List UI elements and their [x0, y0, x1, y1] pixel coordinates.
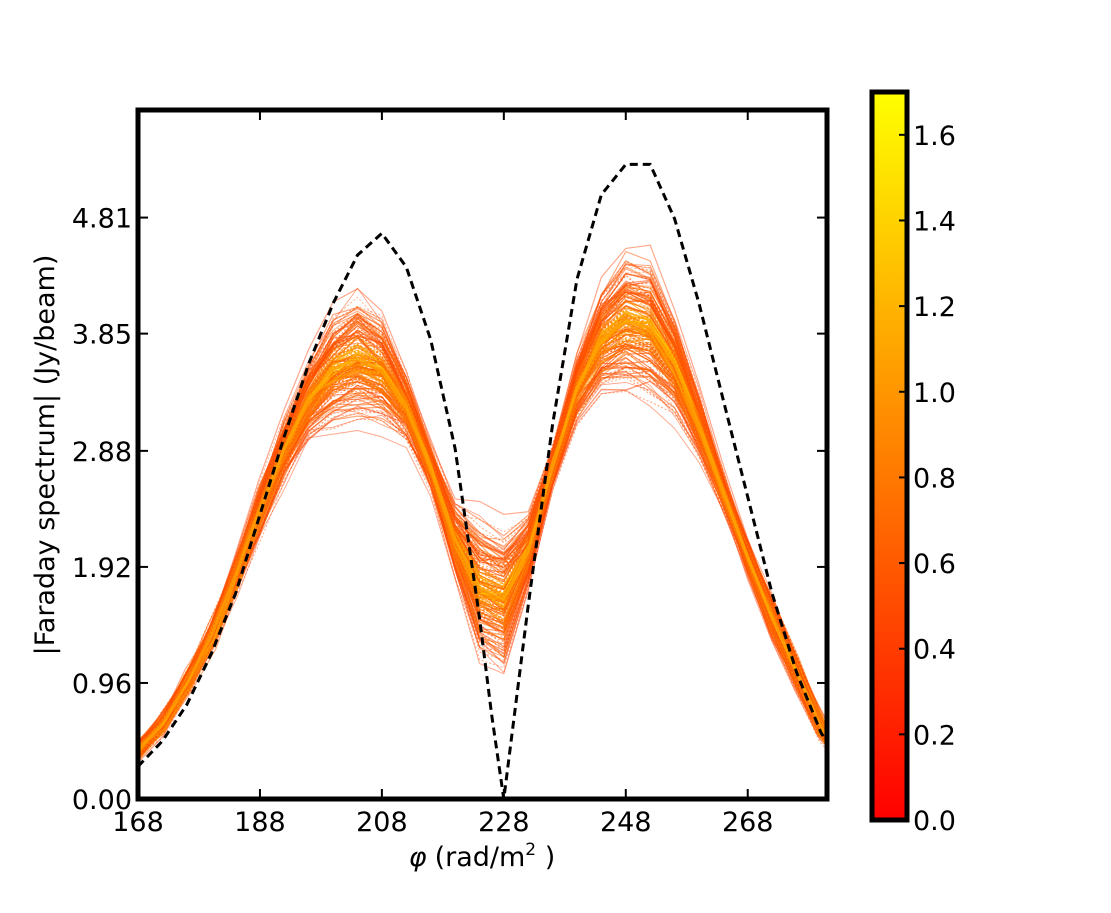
- y-tick-label: 4.81: [72, 204, 132, 235]
- colorbar-tick-label: 1.6: [913, 121, 956, 152]
- reference-curve-layer: [138, 162, 827, 799]
- x-axis-title: φ (rad/m2 ): [409, 840, 555, 873]
- ensemble-curve: [138, 283, 826, 749]
- x-tick-label: 248: [600, 807, 652, 838]
- ensemble-curve: [138, 263, 827, 750]
- ensemble-curve: [138, 244, 826, 743]
- colorbar-tick-label: 0.0: [913, 806, 956, 837]
- ensemble-curve: [138, 286, 827, 745]
- colorbar-tick-label: 1.2: [913, 292, 956, 323]
- ensemble-curve: [138, 293, 827, 753]
- colorbar-tick-label: 0.2: [913, 720, 956, 751]
- ensemble-curve: [138, 317, 827, 758]
- ensemble-curve: [138, 322, 827, 752]
- ensemble-curve: [138, 290, 827, 756]
- ensemble-curve: [138, 349, 827, 759]
- colorbar-axis: 0.0 0.2 0.4 0.6 0.8 1.0 1.2 1.4 1.6: [899, 121, 956, 837]
- y-axis-title: |Faraday spectrum| (Jy/beam): [30, 255, 61, 656]
- ensemble-curve: [138, 266, 825, 742]
- y-tick-label: 0.96: [72, 669, 132, 700]
- colorbar-tick-label: 0.4: [913, 635, 956, 666]
- colorbar-tick-label: 0.6: [913, 549, 956, 580]
- colorbar: [872, 92, 907, 820]
- colorbar-tick-label: 1.0: [913, 378, 956, 409]
- ensemble-curve: [138, 377, 827, 755]
- x-tick-label: 228: [478, 807, 530, 838]
- reference-curve: [138, 162, 827, 799]
- colorbar-tick-label: 0.8: [913, 463, 956, 494]
- y-tick-label: 1.92: [72, 553, 132, 584]
- ensemble-curve: [138, 304, 827, 751]
- x-tick-label: 188: [234, 807, 286, 838]
- plot-frame: [135, 107, 830, 802]
- x-axis: 168 188 208 228 248 268: [112, 110, 774, 838]
- x-tick-label: 208: [356, 807, 408, 838]
- x-tick-label: 268: [722, 807, 774, 838]
- y-tick-label: 0.00: [72, 785, 132, 816]
- y-tick-label: 2.88: [72, 437, 132, 468]
- y-axis: 0.00 0.96 1.92 2.88 3.85 4.81: [72, 204, 827, 816]
- y-tick-label: 3.85: [72, 320, 132, 351]
- ensemble-mean-curve: [138, 319, 827, 752]
- colorbar-frame: [869, 89, 910, 823]
- x-tick-label: 168: [112, 807, 164, 838]
- plot-background: [138, 110, 827, 799]
- colorbar-tick-label: 1.4: [913, 206, 956, 237]
- ensemble-curve: [138, 389, 827, 756]
